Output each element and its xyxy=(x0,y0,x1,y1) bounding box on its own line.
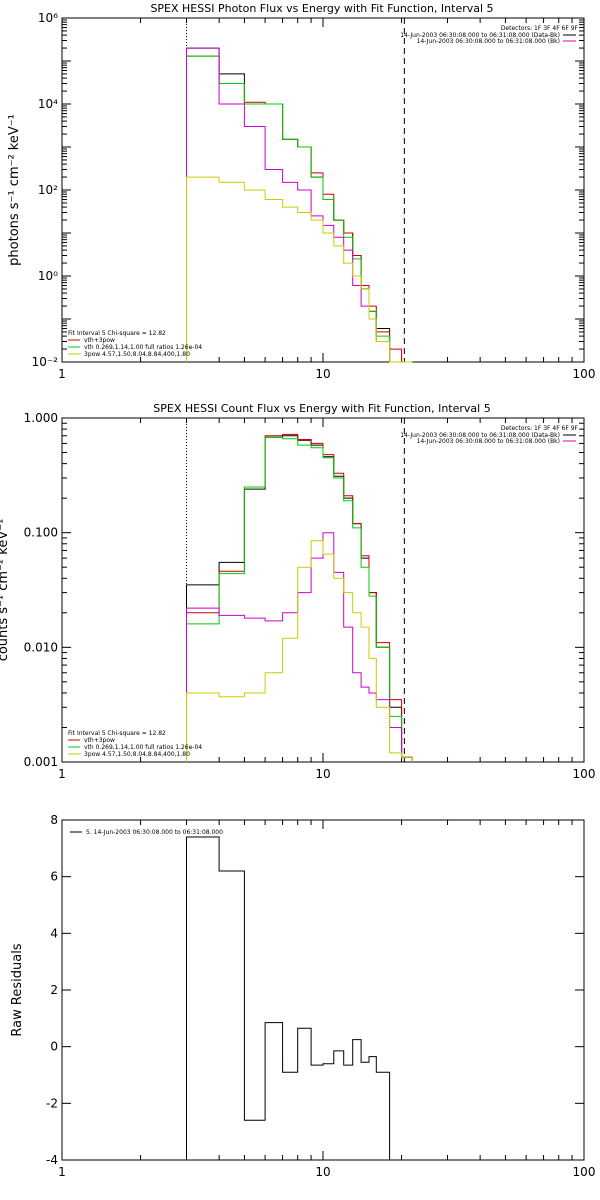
legend-item: 14-Jun-2003 06:30:08.000 to 06:31:08.000… xyxy=(400,32,560,39)
x-tick-label: 10 xyxy=(315,367,330,381)
series-line xyxy=(186,47,413,363)
y-tick-label: -4 xyxy=(46,1153,58,1167)
legend-item: vth+3pow xyxy=(84,337,115,344)
legend-item: 3pow 4.57,1.50,8.04,8.84,400,1.80 xyxy=(84,751,190,758)
legend-item: 14-Jun-2003 06:30:08.000 to 06:31:08.000… xyxy=(417,438,560,445)
legend-item: 14-Jun-2003 06:30:08.000 to 06:31:08.000… xyxy=(400,432,560,439)
fit-header: Fit Interval 5 Chi-square = 12.82 xyxy=(68,730,166,737)
y-tick-label: 0 xyxy=(50,1040,58,1054)
legend-item: 3pow 4.57,1.50,8.04,8.84,400,1.80 xyxy=(84,351,190,358)
series-line xyxy=(186,433,413,762)
detectors-label: Detectors: 1F 3F 4F 6F 9F xyxy=(501,425,579,432)
legend: 5. 14-Jun-2003 06:30:08.000 to 06:31:08.… xyxy=(70,829,223,836)
series-group xyxy=(186,836,391,1160)
y-tick-label: 1.000 xyxy=(24,411,58,425)
y-tick-label: 10⁻² xyxy=(32,355,59,369)
y-tick-label: 0.001 xyxy=(24,755,58,769)
x-tick-label: 1 xyxy=(58,1165,66,1179)
legend-item: 14-Jun-2003 06:30:08.000 to 06:31:08.000… xyxy=(417,38,560,45)
plot-frame xyxy=(61,819,585,1161)
legend-item: 5. 14-Jun-2003 06:30:08.000 to 06:31:08.… xyxy=(86,829,223,836)
x-tick-label: 10 xyxy=(315,767,330,781)
legend-left: Fit Interval 5 Chi-square = 12.82 vth+3p… xyxy=(68,330,202,358)
series-line xyxy=(186,540,413,762)
y-tick-label: 6 xyxy=(50,870,58,884)
y-tick-label: 4 xyxy=(50,926,58,940)
y-tick-label: 10² xyxy=(38,183,58,197)
count-flux-panel: SPEX HESSI Count Flux vs Energy with Fit… xyxy=(0,402,595,781)
y-tick-label: 10⁰ xyxy=(38,269,58,283)
fit-header: Fit Interval 5 Chi-square = 12.82 xyxy=(68,330,166,337)
axis-ticks: 1 10 100 10⁻² 10⁰ 10² 10⁴ 10⁶ xyxy=(32,11,596,381)
axis-ticks: 1 10 100 0.001 0.010 0.100 1.000 xyxy=(24,411,596,781)
y-tick-label: 0.010 xyxy=(24,640,58,654)
x-tick-label: 10 xyxy=(315,1165,330,1179)
series-line xyxy=(186,532,413,762)
x-tick-label: 1 xyxy=(58,367,66,381)
photon-flux-panel: SPEX HESSI Photon Flux vs Energy with Fi… xyxy=(7,2,595,381)
legend-left: Fit Interval 5 Chi-square = 12.82 vth+3p… xyxy=(68,730,202,758)
legend-right: 14-Jun-2003 06:30:08.000 to 06:31:08.000… xyxy=(400,432,576,445)
series-line xyxy=(186,176,413,363)
y-tick-label: 10⁴ xyxy=(38,97,58,111)
series-line xyxy=(186,55,413,363)
series-line xyxy=(186,836,391,1160)
series-line xyxy=(186,47,413,363)
series-line xyxy=(186,435,413,762)
series-group xyxy=(186,433,413,762)
series-line xyxy=(186,436,413,762)
residuals-panel: Raw Residuals 1 10 100 -4 -2 0 2 4 6 8 5. 14-Jun-… xyxy=(10,813,595,1179)
y-tick-label: -2 xyxy=(46,1096,58,1110)
x-tick-label: 100 xyxy=(573,767,596,781)
y-tick-label: 2 xyxy=(50,983,58,997)
y-axis-label: Raw Residuals xyxy=(10,943,25,1036)
x-tick-label: 1 xyxy=(58,767,66,781)
y-tick-label: 8 xyxy=(50,813,58,827)
y-tick-label: 0.100 xyxy=(24,526,58,540)
legend-right: 14-Jun-2003 06:30:08.000 to 06:31:08.000… xyxy=(400,32,576,45)
chart-title: SPEX HESSI Count Flux vs Energy with Fit… xyxy=(153,402,490,415)
series-line xyxy=(186,55,413,363)
x-tick-label: 100 xyxy=(573,1165,596,1179)
legend-item: vth 0.269,1.14,1.00 full ratios 1.26e-04 xyxy=(84,744,202,751)
series-group xyxy=(186,47,413,363)
detectors-label: Detectors: 1F 3F 4F 6F 9F xyxy=(501,25,579,32)
y-axis-label: counts s⁻¹ cm⁻² keV⁻¹ xyxy=(0,519,11,662)
plot-frame xyxy=(61,417,585,763)
y-tick-label: 10⁶ xyxy=(38,11,58,25)
chart-title: SPEX HESSI Photon Flux vs Energy with Fi… xyxy=(150,2,493,15)
y-axis-label: photons s⁻¹ cm⁻² keV⁻¹ xyxy=(7,114,22,266)
legend-item: vth+3pow xyxy=(84,737,115,744)
legend-item: vth 0.269,1.14,1.00 full ratios 1.26e-04 xyxy=(84,344,202,351)
axis-ticks: 1 10 100 -4 -2 0 2 4 6 8 xyxy=(46,813,595,1179)
x-tick-label: 100 xyxy=(573,367,596,381)
